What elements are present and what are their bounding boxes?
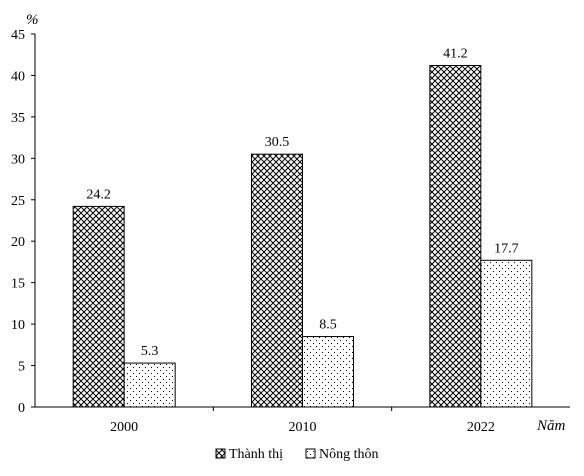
y-tick-label: 10 [11,318,25,333]
bar-thanh-thi-2022 [429,64,482,408]
y-tick-label: 40 [11,69,25,84]
data-label: 41.2 [443,46,468,61]
x-tick-label: 2022 [467,420,495,435]
legend-label: Thành thị [229,447,283,462]
bars [72,64,533,408]
y-tick-label: 25 [11,194,25,209]
data-labels: 24.2 5.3 30.5 8.5 41.2 17.7 [86,46,518,359]
y-tick-label: 0 [18,401,25,416]
y-tick-label: 30 [11,152,25,167]
data-label: 17.7 [494,241,519,256]
bar-nong-thon-2022 [480,259,533,408]
bar-thanh-thi-2010 [251,153,303,408]
legend: Thành thị Nông thôn [215,447,379,462]
data-label: 5.3 [141,344,159,359]
data-label: 30.5 [265,135,290,150]
y-ticks: 0 5 10 15 20 25 30 35 40 45 [11,28,35,416]
y-tick-label: 45 [11,28,25,43]
x-axis-label: Năm [536,418,566,434]
data-label: 24.2 [86,187,111,202]
y-tick-label: 5 [18,360,25,375]
y-tick-label: 15 [11,277,25,292]
data-label: 8.5 [319,318,337,333]
legend-swatch [215,448,226,459]
y-tick-label: 20 [11,235,25,250]
bar-nong-thon-2000 [123,362,176,408]
x-tick-label: 2000 [110,420,138,435]
bar-nong-thon-2010 [302,336,354,408]
y-tick-label: 35 [11,111,25,126]
x-ticks: 2000 2010 2022 [110,407,495,435]
legend-label: Nông thôn [319,447,379,462]
bar-thanh-thi-2000 [72,205,125,408]
legend-swatch [305,448,316,459]
y-axis-label: % [26,12,39,28]
x-tick-label: 2010 [289,420,317,435]
